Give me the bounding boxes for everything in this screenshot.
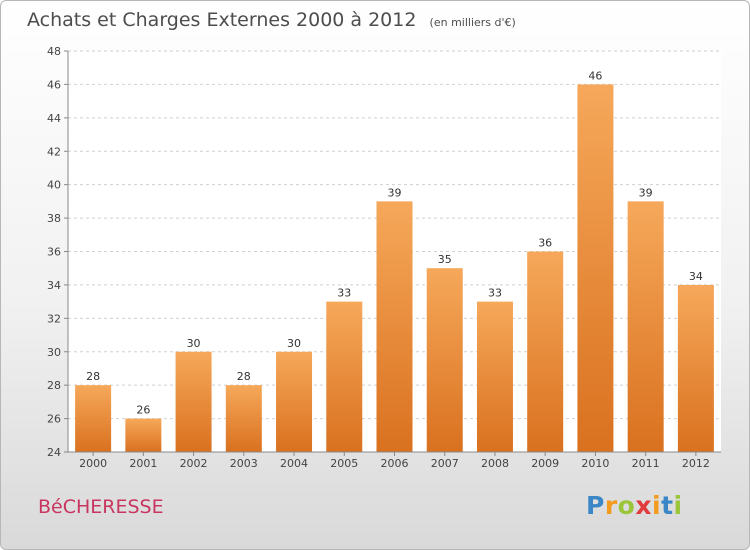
logo-letter: P bbox=[586, 491, 605, 520]
bar bbox=[677, 284, 714, 452]
y-tick-label: 32 bbox=[47, 312, 61, 325]
logo-letter: i bbox=[652, 491, 662, 520]
bar bbox=[326, 301, 363, 452]
labels: 24 26 28 30 32 34 36 38 40 42 44 46 48 28 2000 26 2001 30… bbox=[47, 45, 710, 470]
logo-letter: o bbox=[617, 491, 636, 520]
bar bbox=[376, 201, 413, 452]
data-label: 28 bbox=[237, 370, 251, 383]
data-label: 30 bbox=[187, 337, 201, 350]
y-tick-label: 36 bbox=[47, 246, 61, 259]
data-label: 35 bbox=[438, 253, 452, 266]
data-label: 34 bbox=[689, 270, 703, 283]
y-tick-label: 24 bbox=[47, 446, 61, 459]
x-tick-label: 2007 bbox=[431, 457, 459, 470]
y-tick-label: 28 bbox=[47, 379, 61, 392]
data-label: 26 bbox=[136, 404, 150, 417]
bar bbox=[577, 84, 614, 453]
y-tick-label: 30 bbox=[47, 346, 61, 359]
data-label: 33 bbox=[337, 287, 351, 300]
chart-title: Achats et Charges Externes 2000 à 2012 bbox=[27, 9, 417, 31]
x-tick-label: 2000 bbox=[79, 457, 107, 470]
x-tick-label: 2005 bbox=[330, 457, 358, 470]
bar bbox=[476, 301, 513, 452]
y-tick-label: 46 bbox=[47, 78, 61, 91]
data-label: 28 bbox=[86, 370, 100, 383]
data-label: 30 bbox=[287, 337, 301, 350]
chart-unit: (en milliers d'€) bbox=[429, 16, 516, 29]
x-tick-label: 2001 bbox=[129, 457, 157, 470]
logo-letter: r bbox=[604, 491, 618, 520]
y-tick-label: 38 bbox=[47, 212, 61, 225]
bar bbox=[426, 268, 463, 452]
x-tick-label: 2009 bbox=[531, 457, 559, 470]
logo-letter: t bbox=[661, 491, 674, 520]
data-label: 33 bbox=[488, 287, 502, 300]
title-block: Achats et Charges Externes 2000 à 2012 (… bbox=[27, 9, 516, 31]
bar bbox=[276, 351, 313, 452]
commune-name: BéCHERESSE bbox=[38, 496, 164, 518]
y-tick-label: 40 bbox=[47, 179, 61, 192]
bar bbox=[527, 251, 564, 452]
data-label: 39 bbox=[388, 186, 402, 199]
x-tick-label: 2004 bbox=[280, 457, 308, 470]
bars bbox=[75, 84, 714, 453]
x-tick-label: 2003 bbox=[230, 457, 258, 470]
logo-letter: i bbox=[673, 491, 683, 520]
y-tick-label: 34 bbox=[47, 279, 61, 292]
x-tick-label: 2008 bbox=[481, 457, 509, 470]
y-tick-label: 48 bbox=[47, 45, 61, 58]
x-tick-label: 2011 bbox=[632, 457, 660, 470]
bar bbox=[225, 385, 262, 452]
bar bbox=[627, 201, 664, 452]
data-label: 39 bbox=[639, 186, 653, 199]
proxiti-logo[interactable]: Proxiti bbox=[586, 491, 683, 520]
logo-letter: x bbox=[635, 491, 652, 520]
x-tick-label: 2002 bbox=[180, 457, 208, 470]
y-tick-label: 42 bbox=[47, 145, 61, 158]
x-tick-label: 2010 bbox=[581, 457, 609, 470]
bar bbox=[175, 351, 212, 452]
axes bbox=[64, 50, 721, 456]
x-tick-label: 2006 bbox=[381, 457, 409, 470]
data-label: 46 bbox=[588, 69, 602, 82]
y-tick-label: 26 bbox=[47, 413, 61, 426]
x-tick-label: 2012 bbox=[682, 457, 710, 470]
bar bbox=[75, 385, 112, 452]
data-label: 36 bbox=[538, 237, 552, 250]
y-tick-label: 44 bbox=[47, 112, 61, 125]
bar bbox=[125, 418, 162, 452]
